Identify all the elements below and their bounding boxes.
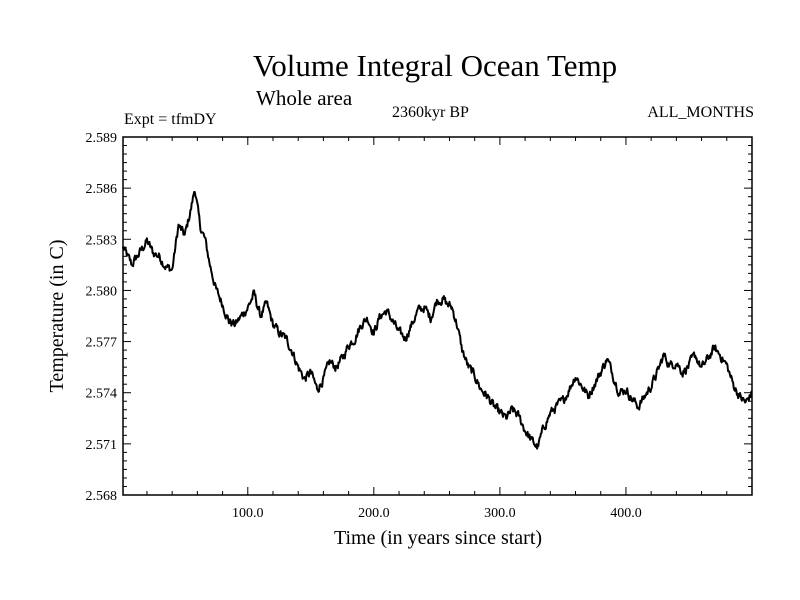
y-tick-label: 2.589: [86, 131, 118, 146]
y-tick-label: 2.580: [86, 284, 118, 299]
y-tick-label: 2.568: [86, 489, 118, 504]
y-tick-label: 2.583: [86, 233, 118, 248]
x-axis-title: Time (in years since start): [334, 527, 542, 549]
x-tick-label: 100.0: [232, 506, 264, 521]
series-line: [122, 190, 753, 450]
ticks-layer: [123, 136, 752, 496]
x-tick-label: 200.0: [358, 506, 390, 521]
experiment-label: Expt = tfmDY: [124, 111, 217, 128]
period-label: 2360kyr BP: [392, 104, 469, 121]
months-label: ALL_MONTHS: [647, 104, 754, 121]
y-tick-label: 2.577: [86, 336, 118, 351]
x-tick-label: 300.0: [484, 506, 516, 521]
chart-title: Volume Integral Ocean Temp: [252, 48, 618, 83]
y-tick-label: 2.571: [86, 438, 118, 453]
labels-layer: 2.568 2.571 2.574 2.577 2.580 2.583 2.586 2.589…: [86, 131, 642, 521]
y-axis-title: Temperature (in C): [46, 240, 68, 393]
x-tick-label: 400.0: [610, 506, 642, 521]
y-tick-label: 2.574: [86, 387, 118, 402]
y-tick-label: 2.586: [86, 182, 118, 197]
plot-frame: [122, 136, 753, 496]
chart-subtitle: Whole area: [256, 86, 353, 110]
